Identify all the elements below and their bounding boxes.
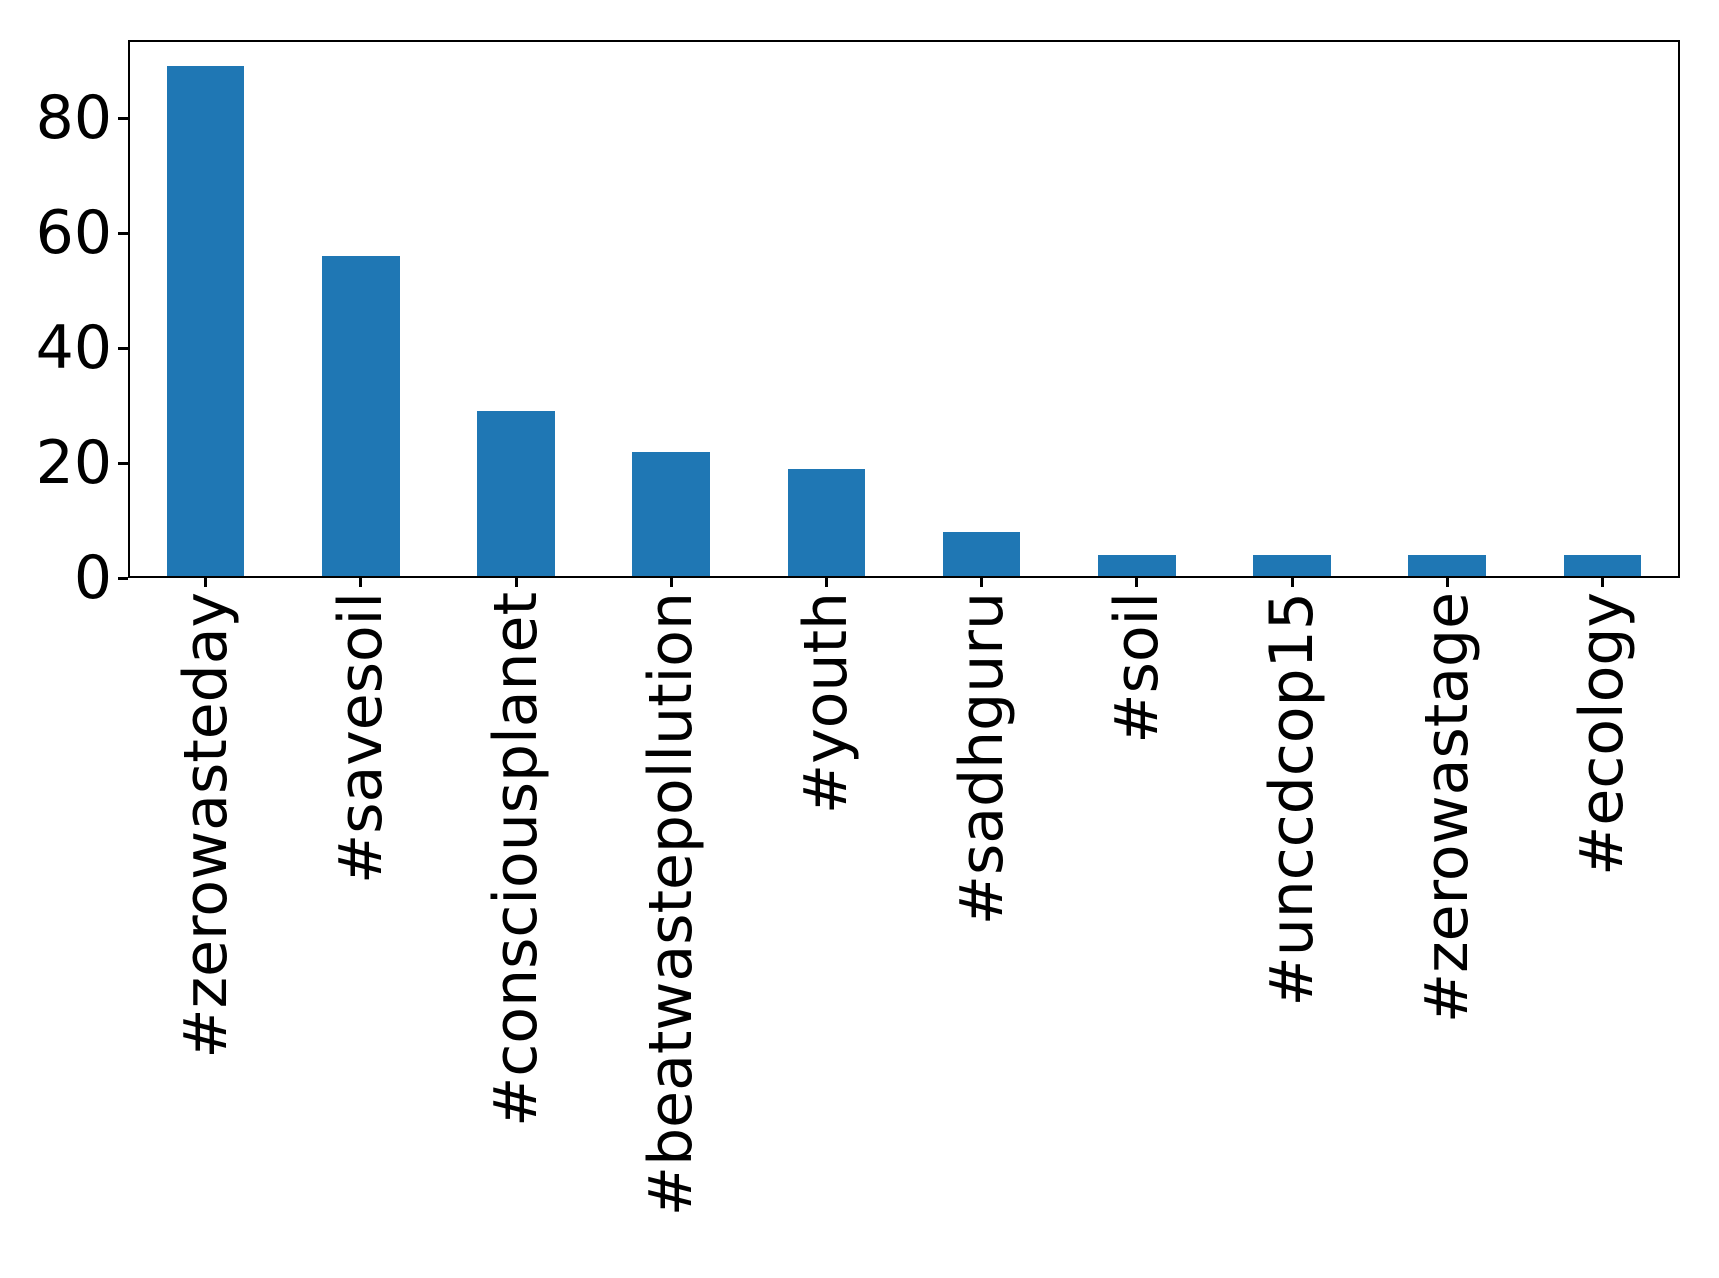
x-tick-label: #sadhguru <box>946 592 1017 926</box>
y-tick-mark <box>118 461 128 465</box>
x-tick-label: #ecology <box>1567 592 1638 876</box>
x-tick-mark <box>1290 578 1294 587</box>
bar <box>322 256 400 578</box>
x-tick-label: #beatwastepollution <box>636 592 707 1217</box>
bar <box>1408 555 1486 578</box>
x-tick-label: #consciousplanet <box>481 592 551 1127</box>
y-tick-label: 60 <box>35 198 112 269</box>
bar <box>787 468 866 578</box>
x-tick-label: #unccdcop15 <box>1257 592 1327 1007</box>
bar <box>166 66 245 578</box>
x-tick-mark <box>514 578 518 587</box>
y-tick-label: 0 <box>73 543 112 613</box>
x-tick-mark <box>1135 578 1139 587</box>
x-tick-mark <box>824 578 828 587</box>
y-tick-label: 20 <box>35 428 112 499</box>
x-tick-label: #savesoil <box>325 592 396 885</box>
x-tick-label: #zerowastage <box>1412 592 1483 1024</box>
y-tick-mark <box>118 346 128 350</box>
x-tick-mark <box>1445 578 1449 587</box>
y-tick-mark <box>118 231 128 235</box>
x-tick-mark <box>1600 578 1604 587</box>
bar <box>1098 555 1176 578</box>
bar <box>1253 555 1331 578</box>
bar <box>477 411 555 578</box>
x-tick-label: #youth <box>791 592 862 815</box>
x-tick-label: #soil <box>1101 592 1172 744</box>
x-tick-mark <box>359 578 363 587</box>
x-tick-mark <box>980 578 984 587</box>
x-tick-mark <box>669 578 673 587</box>
x-tick-mark <box>204 578 208 587</box>
x-tick-label: #zerowasteday <box>170 592 241 1059</box>
y-tick-label: 40 <box>35 313 112 384</box>
y-tick-mark <box>118 116 128 120</box>
bar <box>1563 555 1642 578</box>
bar <box>942 532 1021 578</box>
bar <box>632 451 710 578</box>
y-tick-mark <box>118 576 128 580</box>
y-tick-label: 80 <box>35 83 112 154</box>
